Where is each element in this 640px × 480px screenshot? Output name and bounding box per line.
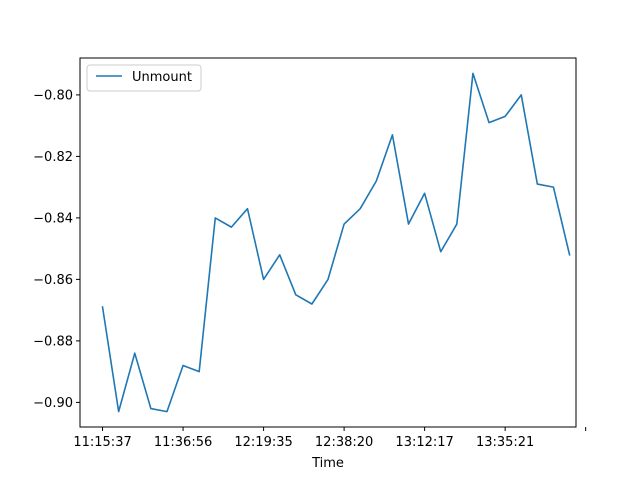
- y-tick-label: −0.80: [33, 88, 73, 103]
- x-axis-label: Time: [311, 456, 344, 471]
- x-tick-label: 12:38:20: [315, 435, 373, 450]
- y-axis-ticks: −0.90 −0.88 −0.86 −0.84 −0.82 −0.80: [33, 88, 80, 411]
- plot-area: [79, 57, 577, 428]
- x-tick-label: 11:15:37: [73, 435, 131, 450]
- x-tick-label: 13:35:21: [476, 435, 534, 450]
- x-tick-label: 12:19:35: [234, 435, 292, 450]
- axes-frame: [79, 57, 577, 428]
- axes-background: [80, 58, 576, 427]
- y-tick-label: −0.88: [33, 334, 73, 349]
- legend: Unmount: [86, 64, 202, 92]
- series-layer: [101, 72, 571, 413]
- series-line-unmount: [101, 72, 571, 413]
- x-axis-ticks: 11:15:37 11:36:56 12:19:35 12:38:20 13:12:17…: [73, 427, 587, 450]
- x-tick-label: 11:36:56: [154, 435, 212, 450]
- legend-box: [86, 64, 202, 92]
- legend-label: Unmount: [132, 70, 192, 85]
- y-tick-label: −0.82: [33, 150, 73, 165]
- x-tick-label: 13:12:17: [395, 435, 453, 450]
- y-tick-label: −0.84: [33, 211, 73, 226]
- y-tick-label: −0.90: [33, 396, 73, 411]
- y-tick-label: −0.86: [33, 273, 73, 288]
